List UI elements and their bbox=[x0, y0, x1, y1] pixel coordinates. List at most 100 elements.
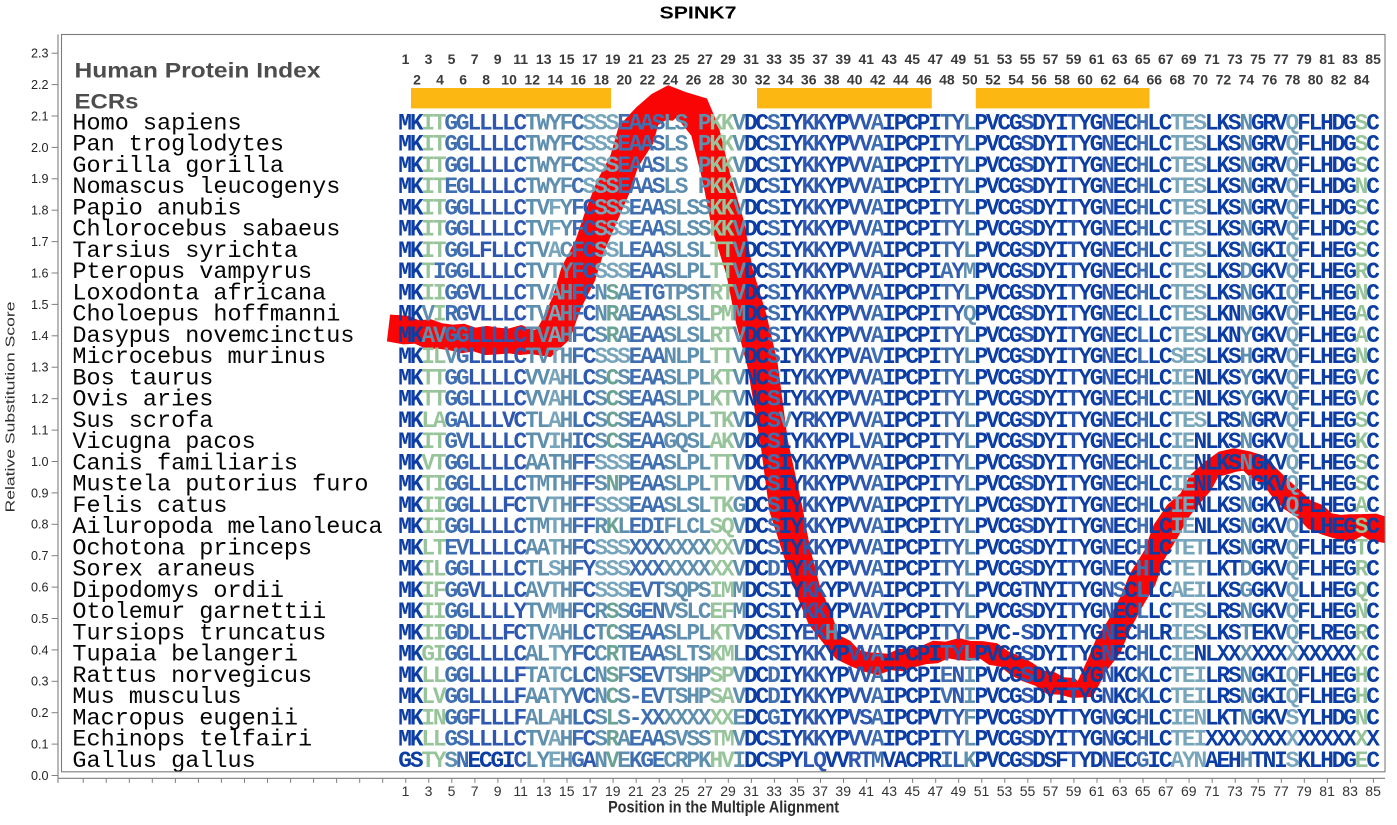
svg-text:58: 58 bbox=[1054, 71, 1070, 87]
svg-text:MKITGGLLLLCTWYFCSSSEAASLS PKKV: MKITGGLLLLCTWYFCSSSEAASLS PKKVDCSIYKKYPV… bbox=[398, 132, 1380, 158]
svg-text:75: 75 bbox=[1250, 51, 1266, 67]
svg-text:7: 7 bbox=[471, 51, 479, 67]
svg-text:MKLLGSLLLLCTVAHFCSRAEAASVSSTMV: MKLLGSLLLLCTVAHFCSRAEAASVSSTMVDCSIYKKYPV… bbox=[398, 727, 1380, 753]
svg-text:SPINK7: SPINK7 bbox=[660, 2, 737, 22]
svg-text:24: 24 bbox=[663, 71, 679, 87]
svg-text:MKGIGGLLLLCALTYFCCRTEAASLTSKML: MKGIGGLLLLCALTYFCCRTEAASLTSKMLDCSIYKKYPV… bbox=[398, 642, 1380, 668]
svg-text:Chlorocebus sabaeus: Chlorocebus sabaeus bbox=[72, 217, 340, 244]
svg-text:79: 79 bbox=[1296, 51, 1312, 67]
svg-text:Human Protein Index: Human Protein Index bbox=[75, 60, 321, 83]
svg-text:5: 5 bbox=[448, 783, 456, 799]
svg-text:40: 40 bbox=[847, 71, 863, 87]
svg-text:72: 72 bbox=[1216, 71, 1232, 87]
svg-text:Nomascus leucogenys: Nomascus leucogenys bbox=[72, 174, 340, 201]
svg-text:45: 45 bbox=[905, 51, 921, 67]
svg-text:67: 67 bbox=[1158, 51, 1174, 67]
svg-text:Sorex araneus: Sorex araneus bbox=[72, 557, 255, 584]
svg-text:46: 46 bbox=[916, 71, 932, 87]
svg-text:0.9: 0.9 bbox=[31, 486, 49, 500]
svg-text:8: 8 bbox=[482, 71, 490, 87]
svg-text:57: 57 bbox=[1043, 783, 1059, 799]
svg-text:74: 74 bbox=[1239, 71, 1255, 87]
svg-text:83: 83 bbox=[1342, 783, 1358, 799]
svg-text:7: 7 bbox=[471, 783, 479, 799]
svg-text:MKINGGFLLLFALAHLCSLS-XXXXXXXXE: MKINGGFLLLFALAHLCSLS-XXXXXXXXEDCGIYKKYPV… bbox=[398, 705, 1380, 731]
svg-text:15: 15 bbox=[559, 51, 575, 67]
svg-text:49: 49 bbox=[951, 783, 967, 799]
svg-text:MKIFGGVLLLCAVTHFCSSSEVTSQPSIMM: MKIFGGVLLLCAVTHFCSSSEVTSQPSIMMDCSIYKKYPV… bbox=[398, 578, 1380, 604]
svg-text:25: 25 bbox=[674, 783, 690, 799]
svg-text:28: 28 bbox=[709, 71, 725, 87]
svg-text:27: 27 bbox=[697, 51, 713, 67]
svg-text:35: 35 bbox=[789, 783, 805, 799]
svg-text:Mustela putorius furo: Mustela putorius furo bbox=[72, 472, 368, 499]
svg-text:29: 29 bbox=[720, 783, 736, 799]
svg-text:61: 61 bbox=[1089, 51, 1105, 67]
svg-text:85: 85 bbox=[1365, 783, 1381, 799]
svg-text:0.3: 0.3 bbox=[31, 675, 49, 689]
svg-text:2: 2 bbox=[413, 71, 421, 87]
svg-text:Choloepus hoffmanni: Choloepus hoffmanni bbox=[72, 302, 340, 329]
svg-text:59: 59 bbox=[1066, 783, 1082, 799]
svg-text:Macropus eugenii: Macropus eugenii bbox=[72, 705, 298, 732]
svg-text:9: 9 bbox=[494, 51, 502, 67]
svg-text:43: 43 bbox=[882, 783, 898, 799]
svg-text:Bos taurus: Bos taurus bbox=[72, 365, 213, 392]
svg-text:81: 81 bbox=[1319, 51, 1335, 67]
svg-text:33: 33 bbox=[766, 51, 782, 67]
svg-text:64: 64 bbox=[1123, 71, 1139, 87]
svg-text:79: 79 bbox=[1296, 783, 1312, 799]
svg-text:2.0: 2.0 bbox=[31, 141, 49, 155]
svg-text:33: 33 bbox=[766, 783, 782, 799]
svg-text:1.6: 1.6 bbox=[31, 266, 49, 280]
svg-text:MKITGGLLLLCTVFYFCSSSEAASLSSKKV: MKITGGLLLLCTVFYFCSSSEAASLSSKKVDCSIYKKYPV… bbox=[398, 196, 1380, 222]
svg-text:Tupaia belangeri: Tupaia belangeri bbox=[72, 642, 298, 669]
svg-text:Otolemur garnettii: Otolemur garnettii bbox=[72, 599, 326, 626]
svg-text:26: 26 bbox=[686, 71, 702, 87]
svg-text:13: 13 bbox=[536, 783, 552, 799]
svg-text:1.4: 1.4 bbox=[31, 329, 49, 343]
svg-text:19: 19 bbox=[605, 51, 621, 67]
svg-text:MKITGGLLLLCTWYFCSSSEAASLS PKKV: MKITGGLLLLCTWYFCSSSEAASLS PKKVDCSIYKKYPV… bbox=[398, 111, 1380, 137]
svg-text:Felis catus: Felis catus bbox=[72, 493, 227, 520]
svg-text:38: 38 bbox=[824, 71, 840, 87]
svg-text:34: 34 bbox=[778, 71, 794, 87]
svg-text:47: 47 bbox=[928, 51, 944, 67]
svg-text:75: 75 bbox=[1250, 783, 1266, 799]
svg-text:41: 41 bbox=[859, 783, 875, 799]
svg-text:49: 49 bbox=[951, 51, 967, 67]
svg-text:Position in the Multiple Align: Position in the Multiple Alignment bbox=[608, 799, 840, 817]
svg-text:81: 81 bbox=[1319, 783, 1335, 799]
svg-text:0.5: 0.5 bbox=[31, 612, 49, 626]
svg-text:70: 70 bbox=[1193, 71, 1209, 87]
svg-text:Sus scrofa: Sus scrofa bbox=[72, 408, 213, 435]
svg-text:GSTYSNECGICLYEHGANVEKGECRPKHVI: GSTYSNECGICLYEHGANVEKGECRPKHVIDCSPYLQVVR… bbox=[398, 748, 1380, 774]
svg-text:53: 53 bbox=[997, 783, 1013, 799]
svg-text:27: 27 bbox=[697, 783, 713, 799]
svg-text:2.2: 2.2 bbox=[31, 78, 49, 92]
svg-text:32: 32 bbox=[755, 71, 771, 87]
svg-text:3: 3 bbox=[425, 783, 433, 799]
svg-text:MKLVGGLLLLFAATYVCNCS-EVTSHPSAV: MKLVGGLLLLFAATYVCNCS-EVTSHPSAVDCDIYKKYPV… bbox=[398, 684, 1380, 710]
svg-text:Relative Substitution Score: Relative Substitution Score bbox=[3, 302, 18, 513]
svg-text:4: 4 bbox=[436, 71, 444, 87]
svg-text:69: 69 bbox=[1181, 51, 1197, 67]
svg-text:MKVIRGVLLLCTVAHFCNRAEAASLSLPMM: MKVIRGVLLLCTVAHFCNRAEAASLSLPMMDCSIYKKYPV… bbox=[398, 302, 1380, 328]
svg-text:48: 48 bbox=[939, 71, 955, 87]
svg-text:66: 66 bbox=[1147, 71, 1163, 87]
svg-text:14: 14 bbox=[547, 71, 563, 87]
svg-text:Homo sapiens: Homo sapiens bbox=[72, 111, 241, 138]
svg-text:61: 61 bbox=[1089, 783, 1105, 799]
svg-text:9: 9 bbox=[494, 783, 502, 799]
svg-text:19: 19 bbox=[605, 783, 621, 799]
svg-text:MKITGGLLLLCTVFYFCSSSEAASLSSKKV: MKITGGLLLLCTVFYFCSSSEAASLSSKKVDCSIYKKYPV… bbox=[398, 217, 1380, 243]
svg-text:0.8: 0.8 bbox=[31, 518, 49, 532]
svg-text:MKVTGGLLLLCAATHFFSSSEAASLPLTTV: MKVTGGLLLLCAATHFFSSSEAASLPLTTVDCSIYKKYPV… bbox=[398, 450, 1380, 476]
svg-text:0.0: 0.0 bbox=[31, 769, 49, 783]
svg-text:55: 55 bbox=[1020, 783, 1036, 799]
svg-text:20: 20 bbox=[617, 71, 633, 87]
svg-text:84: 84 bbox=[1354, 71, 1370, 87]
svg-text:23: 23 bbox=[651, 783, 667, 799]
svg-text:35: 35 bbox=[789, 51, 805, 67]
svg-text:37: 37 bbox=[812, 51, 828, 67]
